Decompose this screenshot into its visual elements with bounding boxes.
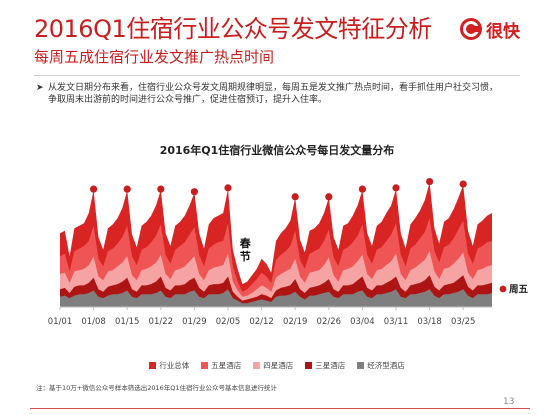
x-tick-label: 02/19 — [283, 317, 308, 327]
spring-festival-label: 节 — [240, 249, 251, 263]
friday-peak-marker — [224, 184, 232, 192]
friday-marker-legend-dot — [499, 285, 507, 293]
footer-divider — [30, 408, 530, 409]
x-tick-label: 02/26 — [317, 317, 342, 327]
summary-text: ➤ 从发文日期分布来看，住宿行业公众号发文周期规律明显，每周五是发文推广热点时间，… — [36, 83, 522, 106]
series-area-5 — [60, 289, 492, 307]
legend-swatch — [201, 362, 209, 369]
chart-legend: 行业总体 五星酒店 四星酒店 三星酒店 经济型酒店 — [0, 360, 554, 371]
legend-label: 四星酒店 — [263, 361, 294, 370]
legend-label: 经济型酒店 — [367, 361, 405, 370]
legend-label: 行业总体 — [159, 361, 190, 370]
legend-swatch — [253, 362, 261, 369]
friday-marker-legend-label: 周五 — [509, 285, 529, 296]
x-tick-label: 03/04 — [350, 317, 375, 327]
legend-swatch — [357, 362, 365, 369]
legend-label: 五星酒店 — [211, 361, 242, 370]
x-tick-label: 03/25 — [451, 317, 476, 327]
friday-peak-marker — [392, 184, 400, 192]
legend-label: 三星酒店 — [315, 361, 346, 370]
x-tick-label: 02/12 — [249, 317, 274, 327]
friday-peak-marker — [90, 185, 98, 193]
friday-peak-marker — [459, 180, 467, 188]
legend-swatch — [149, 362, 157, 369]
friday-peak-marker — [358, 185, 366, 193]
friday-peak-marker — [190, 188, 198, 196]
legend-item: 四星酒店 — [253, 360, 293, 371]
footnote: 注：基于10万+微信公众号样本筛选出2016年Q1住宿行业公众号基本信息进行统计 — [36, 384, 278, 392]
x-tick-label: 01/15 — [115, 317, 140, 327]
summary-line-1: 从发文日期分布来看，住宿行业公众号发文周期规律明显，每周五是发文推广热点时间，看… — [48, 83, 499, 93]
brand-logo: 很快 — [459, 16, 520, 42]
x-tick-label: 01/22 — [149, 317, 174, 327]
x-tick-label: 03/18 — [417, 317, 442, 327]
legend-item: 行业总体 — [149, 360, 189, 371]
legend-item: 三星酒店 — [305, 360, 345, 371]
page-number: 13 — [503, 397, 515, 407]
page-title: 2016Q1住宿行业公众号发文特征分析 — [34, 15, 432, 43]
spring-festival-label: 春 — [240, 236, 252, 250]
friday-peak-marker — [426, 177, 434, 186]
friday-peak-marker — [325, 193, 333, 201]
x-tick-label: 01/29 — [182, 317, 207, 327]
friday-peak-marker — [123, 185, 131, 193]
logo-icon — [460, 18, 482, 40]
chart-title: 2016年Q1住宿行业微信公众号每日发文量分布 — [159, 144, 395, 157]
x-tick-label: 01/08 — [81, 317, 106, 327]
legend-item: 五星酒店 — [201, 360, 241, 371]
logo-text: 很快 — [486, 21, 520, 42]
summary-line-2: 争取周末出游前的时间进行公众号推广，促进住宿预订，提升入住率。 — [48, 94, 328, 105]
page-subtitle: 每周五成住宿行业发文推广热点时间 — [34, 48, 275, 66]
x-tick-label: 03/11 — [384, 317, 409, 327]
x-tick-label: 01/01 — [48, 317, 73, 327]
header-divider — [34, 75, 520, 76]
bullet-arrow-icon: ➤ — [36, 83, 44, 93]
friday-peak-marker — [291, 193, 299, 201]
x-tick-label: 02/05 — [216, 317, 241, 327]
friday-peak-marker — [157, 185, 165, 193]
legend-swatch — [305, 362, 313, 369]
legend-item: 经济型酒店 — [357, 360, 405, 371]
